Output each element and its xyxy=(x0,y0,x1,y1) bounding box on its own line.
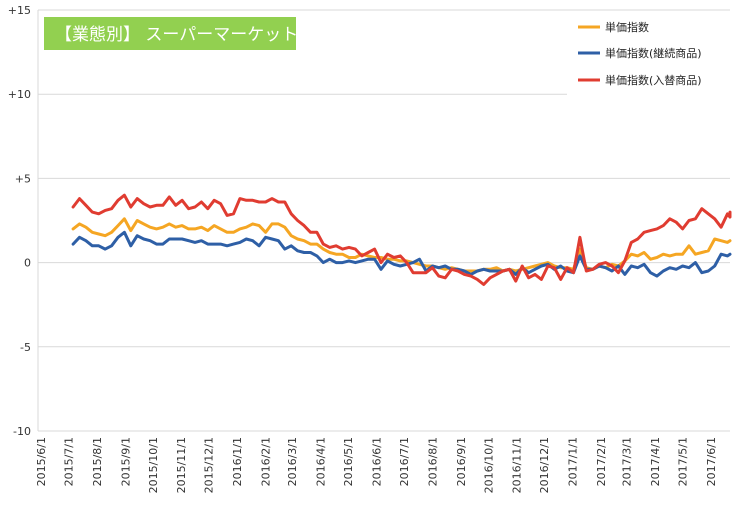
x-tick-label: 2017/3/1 xyxy=(621,437,634,486)
gridlines xyxy=(38,9,730,432)
x-tick-label: 2016/9/1 xyxy=(455,437,468,486)
x-tick-labels: 2015/6/1 2015/7/1 2015/8/1 2015/9/1 2015/10/… xyxy=(35,437,718,493)
x-tick-label: 2016/3/1 xyxy=(286,437,299,486)
y-tick-label: 0 xyxy=(24,257,31,270)
x-tick-label: 2016/8/1 xyxy=(426,437,439,486)
x-tick-label: 2016/7/1 xyxy=(398,437,411,486)
x-tick-label: 2016/6/1 xyxy=(370,437,383,486)
x-tick-label: 2016/2/1 xyxy=(260,437,273,486)
series-lines xyxy=(71,193,732,286)
y-tick-label: +15 xyxy=(8,4,31,17)
x-tick-label: 2017/1/1 xyxy=(567,437,580,486)
x-tick-label: 2015/11/1 xyxy=(175,437,188,493)
x-tick-label: 2017/2/1 xyxy=(595,437,608,486)
y-tick-labels: +15 +10 +5 0 -5 -10 xyxy=(8,4,31,438)
y-tick-label: -10 xyxy=(13,425,31,438)
y-tick-label: +5 xyxy=(15,172,31,185)
series-line-2 xyxy=(71,230,732,278)
x-tick-label: 2015/12/1 xyxy=(203,437,216,493)
title-background xyxy=(44,17,296,50)
legend-label: 単価指数(入替商品) xyxy=(605,73,702,87)
x-tick-label: 2016/12/1 xyxy=(538,437,551,493)
x-tick-label: 2015/7/1 xyxy=(62,437,75,486)
x-tick-label: 2015/9/1 xyxy=(119,437,132,486)
x-tick-label: 2015/8/1 xyxy=(91,437,104,486)
x-tick-label: 2016/4/1 xyxy=(315,437,328,486)
x-tick-label: 2016/10/1 xyxy=(482,437,495,493)
legend-label: 単価指数 xyxy=(605,20,649,34)
x-tick-label: 2015/6/1 xyxy=(35,437,48,486)
legend-label: 単価指数(継続商品) xyxy=(605,46,702,60)
x-tick-label: 2015/10/1 xyxy=(147,437,160,493)
y-tick-label: +10 xyxy=(8,88,31,101)
series-line-3 xyxy=(71,193,732,286)
x-tick-label: 2017/6/1 xyxy=(705,437,718,486)
x-tick-label: 2017/4/1 xyxy=(649,437,662,486)
y-tick-label: -5 xyxy=(20,341,31,354)
chart-title-box: 【業態別】 スーパーマーケット xyxy=(44,17,298,50)
chart-title: 【業態別】 スーパーマーケット xyxy=(55,25,298,45)
x-tick-label: 2017/5/1 xyxy=(677,437,690,486)
x-tick-label: 2016/1/1 xyxy=(231,437,244,486)
x-tick-label: 2016/11/1 xyxy=(511,437,524,493)
x-tick-label: 2016/5/1 xyxy=(342,437,355,486)
